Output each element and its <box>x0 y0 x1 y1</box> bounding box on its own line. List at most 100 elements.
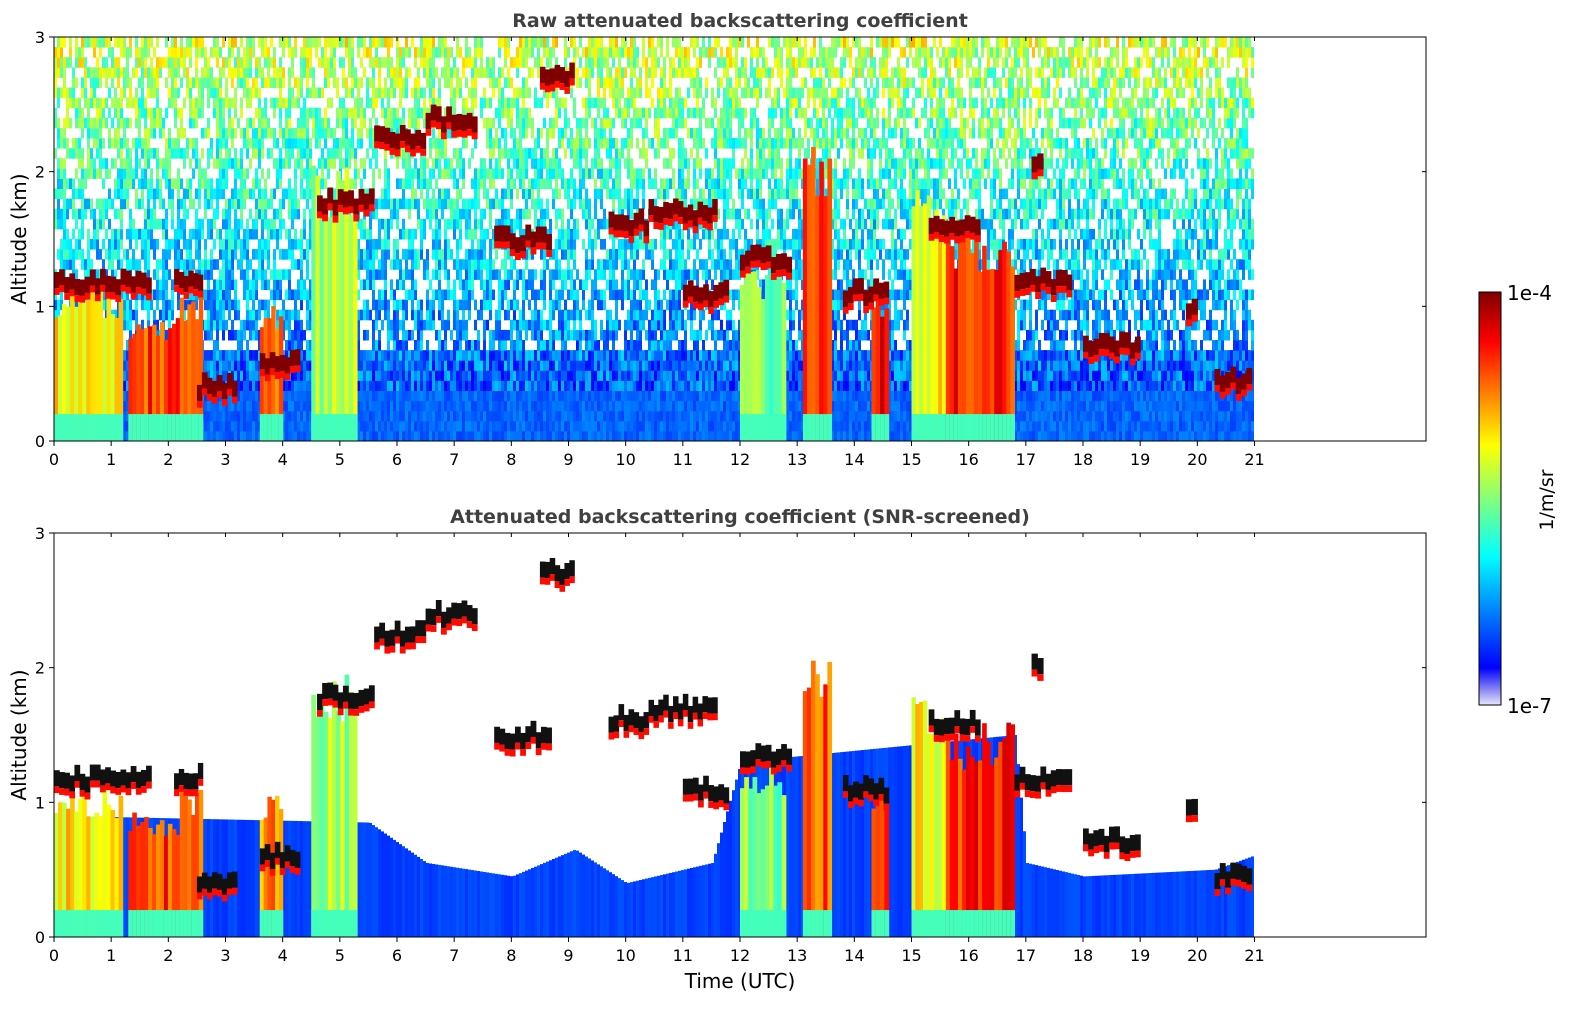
heatmap-cell <box>135 67 138 78</box>
heatmap-cell <box>228 299 231 311</box>
heatmap-cell <box>312 117 315 129</box>
heatmap-cell <box>519 107 522 119</box>
heatmap-cell <box>480 228 483 240</box>
heatmap-cell <box>72 87 75 99</box>
heatmap-cell <box>285 249 288 260</box>
heatmap-cell <box>393 390 396 402</box>
heatmap-cell <box>243 67 246 78</box>
heatmap-cell <box>510 380 513 391</box>
heatmap-cell <box>564 299 567 311</box>
heatmap-cell <box>501 107 504 119</box>
heatmap-cell <box>168 198 171 210</box>
heatmap-cell <box>399 77 402 88</box>
heatmap-cell <box>513 400 516 412</box>
heatmap-cell <box>249 188 252 200</box>
heatmap-cell <box>435 390 438 402</box>
heatmap-cell <box>255 420 258 432</box>
heatmap-cell <box>294 400 297 412</box>
heatmap-cell <box>126 390 129 402</box>
heatmap-cell <box>489 420 492 432</box>
heatmap-cell <box>159 178 162 189</box>
heatmap-cell <box>465 319 468 331</box>
heatmap-cell <box>489 329 492 341</box>
heatmap-cell <box>561 400 564 412</box>
heatmap-cell <box>399 47 402 58</box>
heatmap-cell <box>267 168 270 179</box>
heatmap-cell <box>204 57 207 68</box>
heatmap-cell <box>171 87 174 99</box>
heatmap-cell <box>288 410 291 422</box>
heatmap-cell <box>306 198 309 210</box>
heatmap-cell <box>423 370 426 381</box>
heatmap-cell <box>195 37 198 48</box>
heatmap-cell <box>84 117 87 129</box>
heatmap-cell <box>279 198 282 210</box>
heatmap-cell <box>483 410 486 422</box>
heatmap-cell <box>483 340 486 351</box>
heatmap-cell <box>369 37 372 48</box>
heatmap-cell <box>252 289 255 301</box>
heatmap-cell <box>552 350 555 361</box>
heatmap-cell <box>522 87 525 99</box>
heatmap-cell <box>219 138 222 149</box>
heatmap-cell <box>477 390 480 402</box>
heatmap-cell <box>288 67 291 78</box>
heatmap-cell <box>468 87 471 99</box>
heatmap-cell <box>258 420 261 432</box>
heatmap-cell <box>468 430 471 441</box>
heatmap-cell <box>558 208 561 220</box>
heatmap-cell <box>147 47 150 58</box>
heatmap-cell <box>564 178 567 189</box>
heatmap-cell <box>60 188 63 200</box>
heatmap-cell <box>441 370 444 381</box>
heatmap-cell <box>279 77 282 88</box>
heatmap-cell <box>387 400 390 412</box>
heatmap-cell <box>534 57 537 68</box>
heatmap-cell <box>447 198 450 210</box>
heatmap-cell <box>408 67 411 78</box>
heatmap-cell <box>216 198 219 210</box>
heatmap-cell <box>498 350 501 361</box>
heatmap-cell <box>432 198 435 210</box>
heatmap-cell <box>237 47 240 58</box>
heatmap-cell <box>495 107 498 119</box>
heatmap-cell <box>294 188 297 200</box>
heatmap-cell <box>411 289 414 301</box>
heatmap-cell <box>225 400 228 412</box>
heatmap-cell <box>240 97 243 109</box>
heatmap-cell <box>492 178 495 189</box>
heatmap-cell <box>66 249 69 260</box>
heatmap-cell <box>309 420 312 432</box>
heatmap-cell <box>531 158 534 169</box>
heatmap-cell <box>372 77 375 88</box>
heatmap-cell <box>516 168 519 179</box>
heatmap-cell <box>519 47 522 58</box>
heatmap-cell <box>255 430 258 441</box>
heatmap-cell <box>363 299 366 311</box>
heatmap-cell <box>441 259 444 270</box>
heatmap-cell <box>249 279 252 290</box>
heatmap-cell <box>378 430 381 441</box>
heatmap-cell <box>549 57 552 68</box>
heatmap-cell <box>534 218 537 230</box>
heatmap-cell <box>294 380 297 391</box>
heatmap-cell <box>450 360 453 371</box>
heatmap-cell <box>99 47 102 58</box>
heatmap-cell <box>228 390 231 402</box>
heatmap-cell <box>549 319 552 331</box>
heatmap-cell <box>75 47 78 58</box>
heatmap-cell <box>111 117 114 129</box>
heatmap-cell <box>207 289 210 301</box>
heatmap-cell <box>552 188 555 200</box>
heatmap-cell <box>561 390 564 402</box>
heatmap-cell <box>390 279 393 290</box>
heatmap-cell <box>543 218 546 230</box>
heatmap-cell <box>81 107 84 119</box>
heatmap-cell <box>57 188 60 200</box>
heatmap-cell <box>531 178 534 189</box>
heatmap-cell <box>369 309 372 321</box>
heatmap-cell <box>498 218 501 230</box>
heatmap-cell <box>507 158 510 169</box>
heatmap-cell <box>294 410 297 422</box>
heatmap-cell <box>297 259 300 270</box>
